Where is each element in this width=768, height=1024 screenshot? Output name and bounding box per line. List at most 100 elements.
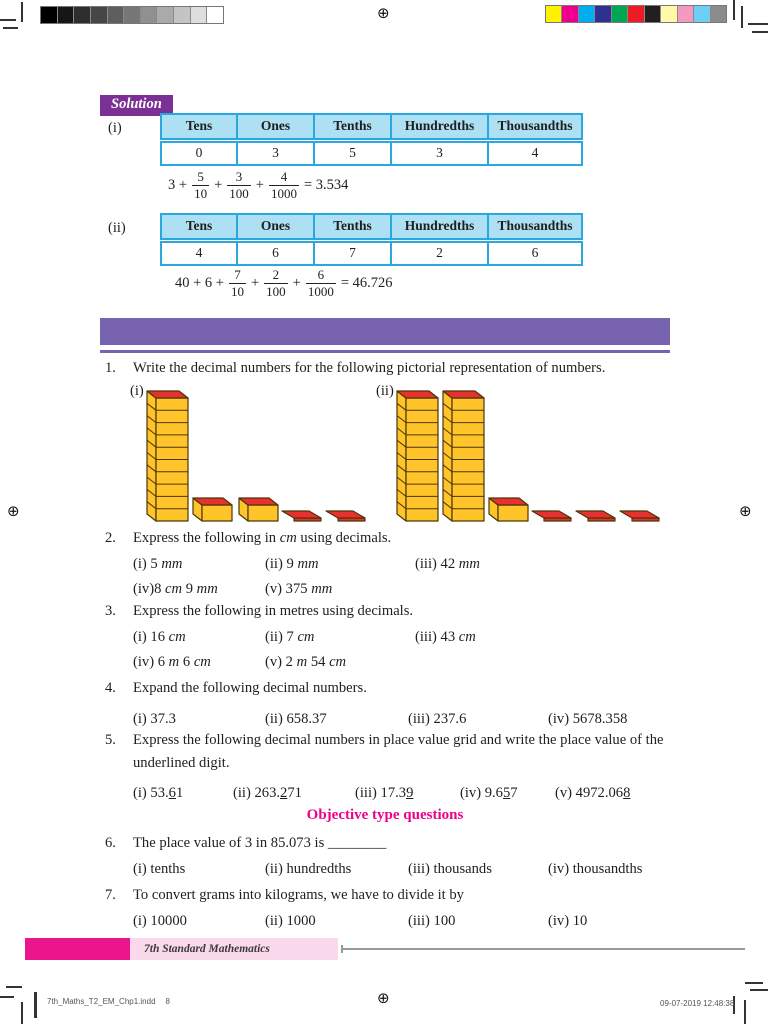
color-swatch (578, 6, 596, 22)
crop-mark (21, 2, 23, 22)
base-ten-blocks (395, 383, 676, 523)
footer-rule (341, 945, 745, 953)
color-swatch (628, 6, 645, 22)
question-text: Expand the following decimal numbers. (133, 680, 367, 696)
color-swatch (595, 6, 612, 22)
table-cell: 3 (392, 143, 489, 164)
option-item: (iv) 6 m 6 cm (133, 654, 211, 671)
option-item: (i) 16 cm (133, 628, 186, 645)
option-item: (ii) 1000 (265, 912, 316, 929)
fraction: 3 100 (227, 169, 251, 201)
crop-mark (745, 982, 763, 984)
table-cell: Hundredths (392, 115, 489, 138)
crop-mark (0, 996, 14, 998)
option-item: (i) 53.61 (133, 785, 184, 802)
file-info: 7th_Maths_T2_EM_Chp1.indd 8 (47, 997, 180, 1006)
table-cell: Thousandths (497, 118, 573, 133)
color-swatch (677, 6, 695, 22)
footer-accent-bar (25, 938, 130, 960)
footer-book-title: 7th Standard Mathematics (130, 938, 338, 960)
question-text: Express the following in cm using decima… (133, 530, 392, 546)
crop-mark (34, 992, 37, 1018)
question-options: (i) 10000 (ii) 1000 (iii) 100 (iv) 10 (133, 910, 672, 933)
pictorial-figures: (i) (ii) (100, 383, 670, 523)
color-swatch (644, 6, 662, 22)
question-options: (i) 16 cm (ii) 7 cm (iii) 43 cm (iv) 6 m 6 … (133, 626, 672, 674)
table-cell: 5 (315, 143, 392, 164)
question-2: 2. Express the following in cm using dec… (100, 527, 672, 601)
option-item: (i) tenths (133, 860, 186, 877)
objective-questions-heading: Objective type questions (306, 807, 464, 823)
option-item: (ii) 7 cm (265, 628, 315, 645)
base-ten-blocks (145, 383, 382, 523)
crop-mark (21, 1002, 23, 1024)
color-calibration-bar (545, 5, 727, 23)
question-options: (i) 5 mm (ii) 9 mm (iii) 42 mm (iv)8 cm 9 m… (133, 553, 672, 601)
table-cell: 4 (531, 145, 539, 160)
fraction: 7 10 (228, 267, 246, 299)
option-item: (iii) thousands (408, 860, 492, 877)
table-cell: Ones (238, 215, 315, 238)
crop-mark (733, 996, 735, 1014)
option-item: (ii) 658.37 (265, 710, 327, 727)
option-item: (ii) 263.271 (233, 785, 302, 802)
option-item: (i) 10000 (133, 912, 187, 929)
registration-mark-icon: ⊕ (377, 4, 390, 22)
question-text: Write the decimal numbers for the follow… (133, 360, 606, 376)
solution-item-i: (i) Tens Ones Tenths Hundredths Thousandths … (100, 113, 583, 166)
table-cell: Tenths (315, 115, 392, 138)
crop-mark (733, 0, 735, 20)
color-swatch (140, 7, 158, 23)
table-cell: Ones (238, 115, 315, 138)
solution-label: Solution (100, 95, 173, 116)
fraction: 4 1000 (268, 169, 299, 201)
color-swatch (41, 7, 58, 23)
table-cell: 6 (238, 243, 315, 264)
question-text: Express the following in metres using de… (133, 603, 414, 619)
figure-label: (ii) (376, 383, 394, 399)
question-text: The place value of 3 in 85.073 is ______… (133, 835, 387, 851)
option-item: (iv)8 cm 9 mm (133, 581, 218, 598)
question-options: (i) 53.61 (ii) 263.271 (iii) 17.39 (iv) 9.6… (133, 782, 672, 805)
crop-mark (752, 31, 768, 33)
table-cell: Tenths (315, 215, 392, 238)
page-number: 8 (165, 997, 170, 1006)
solution-item-ii: (ii) Tens Ones Tenths Hundredths Thousandths… (100, 213, 583, 266)
file-name: 7th_Maths_T2_EM_Chp1.indd (47, 997, 156, 1006)
registration-mark-icon: ⊕ (739, 502, 752, 520)
crop-mark (3, 27, 18, 29)
item-numeral: (i) (108, 120, 122, 136)
option-item: (iii) 43 cm (415, 628, 476, 645)
question-options: (i) 37.3 (ii) 658.37 (iii) 237.6 (iv) 5678.… (133, 708, 672, 731)
crop-mark (750, 989, 768, 991)
crop-mark (741, 6, 743, 28)
expansion-equation: 40 + 6 +7 10 +2 100 +6 1000 = 46.726 (175, 267, 393, 299)
option-item: (iv) 5678.358 (548, 710, 628, 727)
item-numeral: (ii) (108, 220, 126, 236)
fraction: 6 1000 (305, 267, 336, 299)
table-cell: 6 (531, 245, 539, 260)
question-text: Express the following decimal numbers in… (133, 732, 664, 771)
registration-mark-icon: ⊕ (7, 502, 20, 520)
option-item: (iv) 10 (548, 912, 588, 929)
option-item: (iii) 237.6 (408, 710, 467, 727)
question-1: 1. Write the decimal numbers for the fol… (100, 357, 672, 380)
crop-mark (744, 1000, 746, 1024)
page-content: Solution (i) Tens Ones Tenths Hundredths Tho… (100, 95, 670, 945)
option-item: (i) 37.3 (133, 710, 176, 727)
color-swatch (90, 7, 108, 23)
block-figure-ii: (ii) (376, 383, 676, 523)
question-number: 6. (105, 835, 116, 851)
color-swatch (57, 7, 75, 23)
table-cell: Thousandths (497, 218, 573, 233)
table-header-row: Tens Ones Tenths Hundredths Thousandths (160, 113, 583, 140)
block-figure-i: (i) (130, 383, 382, 523)
table-cell: 2 (392, 243, 489, 264)
crop-mark (748, 23, 768, 25)
option-item: (ii) hundredths (265, 860, 352, 877)
table-header-row: Tens Ones Tenths Hundredths Thousandths (160, 213, 583, 240)
exercise-banner-rule (100, 350, 670, 353)
